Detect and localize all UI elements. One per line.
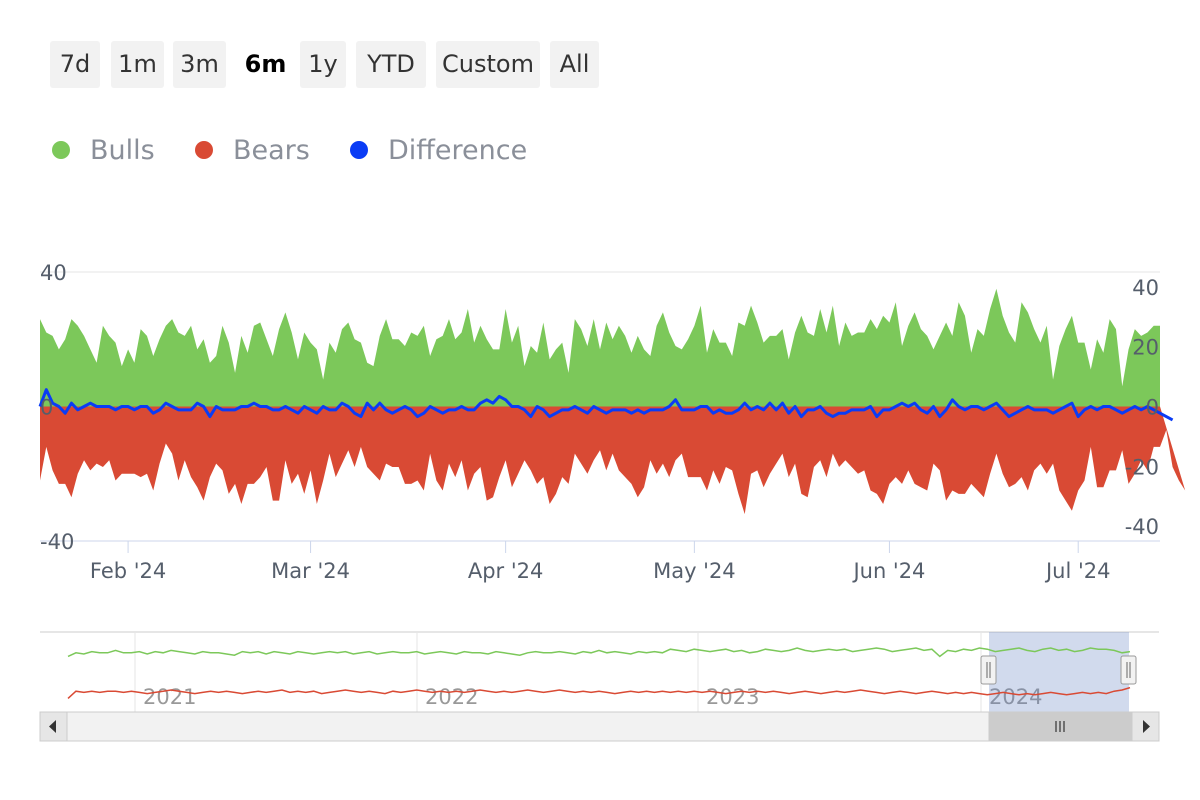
x-axis-tick-label: Jul '24 (1044, 559, 1111, 583)
arrow-right-icon (1143, 720, 1150, 733)
scrollbar-left-button[interactable] (39, 711, 68, 742)
range-button-custom[interactable]: Custom (436, 41, 540, 88)
arrow-left-icon (49, 720, 56, 733)
legend-label: Difference (388, 134, 528, 166)
legend-label: Bulls (90, 134, 155, 166)
range-button-3m[interactable]: 3m (173, 41, 226, 88)
range-button-6m[interactable]: 6m (244, 50, 287, 78)
legend-marker-icon (350, 141, 368, 159)
left-axis-tick-label: 40 (40, 261, 67, 285)
navigator-year-label: 2024 (989, 685, 1042, 709)
range-button-1m[interactable]: 1m (111, 41, 164, 88)
x-axis: Feb '24 Mar '24 Apr '24 May '24 Jun '24 Jul '… (90, 541, 1111, 583)
navigator[interactable]: 2021 2022 2023 2024 (40, 631, 1159, 712)
navigator-right-handle[interactable] (1120, 655, 1137, 685)
navigator-background (40, 632, 1159, 712)
right-axis-tick-label: 40 (1132, 276, 1159, 300)
main-plot-area (38, 271, 1186, 542)
handle-grip-icon (980, 655, 997, 685)
left-axis: 40 0 -40 (40, 261, 74, 554)
range-button-all[interactable]: All (550, 41, 599, 88)
navigator-series-bears (67, 686, 1131, 699)
legend-item-bulls[interactable]: Bulls (52, 130, 155, 170)
x-axis-tick-label: May '24 (653, 559, 736, 583)
scrollbar-right-button[interactable] (1131, 711, 1160, 742)
legend-item-bears[interactable]: Bears (195, 130, 310, 170)
right-axis-tick-label: 0 (1146, 396, 1159, 420)
handle-grip-icon (1120, 655, 1137, 685)
range-button-7d[interactable]: 7d (50, 41, 100, 88)
x-axis-tick-label: Mar '24 (271, 559, 350, 583)
legend-item-difference[interactable]: Difference (350, 130, 527, 170)
x-axis-tick-label: Jun '24 (851, 559, 925, 583)
legend-marker-icon (52, 141, 70, 159)
scrollbar[interactable] (39, 711, 1160, 742)
series-line-difference (38, 388, 1174, 422)
navigator-selected-range[interactable] (989, 632, 1129, 712)
navigator-series-bulls (67, 647, 1131, 658)
navigator-year-label: 2021 (143, 685, 196, 709)
navigator-year-label: 2023 (706, 685, 759, 709)
x-axis-tick-label: Feb '24 (90, 559, 166, 583)
left-axis-tick-label: -40 (40, 530, 74, 554)
range-button-ytd[interactable]: YTD (356, 41, 426, 88)
left-axis-tick-label: 0 (40, 396, 53, 420)
right-axis-tick-label: 20 (1132, 336, 1159, 360)
navigator-left-handle[interactable] (980, 655, 997, 685)
right-axis-tick-label: -20 (1125, 455, 1159, 479)
series-area-bears (40, 406, 1186, 515)
navigator-year-label: 2022 (425, 685, 478, 709)
scrollbar-thumb[interactable] (988, 712, 1132, 741)
legend-label: Bears (233, 134, 310, 166)
legend-marker-icon (195, 141, 213, 159)
right-axis-tick-label: -40 (1125, 515, 1159, 539)
series-area-bulls (40, 288, 1160, 407)
right-axis: 40 20 0 -20 -40 (1125, 276, 1159, 539)
x-axis-tick-label: Apr '24 (468, 559, 544, 583)
range-button-1y[interactable]: 1y (300, 41, 346, 88)
